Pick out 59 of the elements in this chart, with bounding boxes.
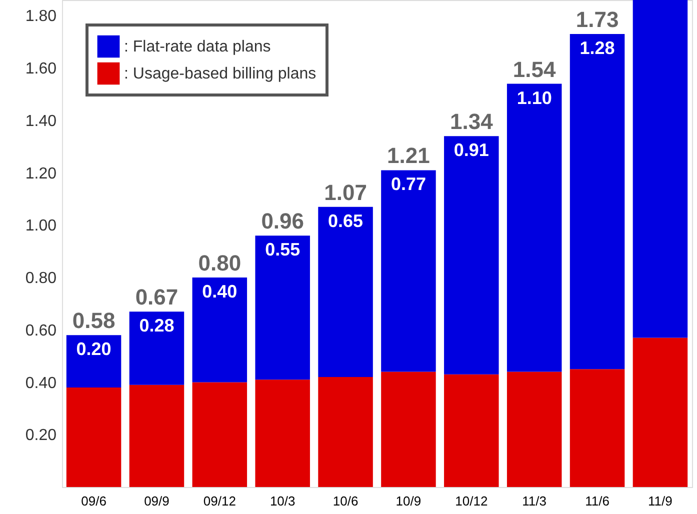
x-tick-label: 11/9 — [648, 494, 672, 508]
total-label: 1.34 — [450, 109, 494, 134]
bar — [506, 84, 562, 372]
y-tick-label: 1.40 — [25, 112, 57, 130]
bar — [66, 335, 122, 388]
bar — [570, 369, 625, 487]
y-tick-label: 1.20 — [25, 165, 57, 182]
x-tick-label: 09/12 — [203, 494, 236, 508]
y-tick-label: 0.40 — [25, 374, 57, 392]
data-label: 0.28 — [139, 316, 174, 336]
x-tick-label: 09/9 — [144, 494, 170, 508]
bar — [255, 236, 310, 380]
total-label: 1.73 — [576, 7, 619, 32]
bar — [444, 136, 499, 374]
x-tick-label: 11/3 — [522, 494, 547, 508]
bar — [129, 312, 184, 385]
bar — [318, 377, 373, 487]
bar — [506, 372, 562, 487]
bar — [255, 380, 310, 487]
data-label: 0.77 — [390, 174, 426, 194]
legend-label: : Usage-based billing plans — [124, 66, 316, 82]
bar — [192, 278, 248, 382]
y-tick-label: 1.80 — [25, 8, 57, 26]
total-label: 1.54 — [512, 56, 557, 82]
y-tick-label: 0.80 — [25, 270, 57, 288]
x-tick-label: 10/12 — [455, 494, 488, 508]
total-label: 0.96 — [261, 208, 304, 234]
legend-label: : Flat-rate data plans — [124, 38, 271, 56]
total-label: 0.67 — [135, 284, 178, 310]
bar — [129, 384, 184, 487]
x-tick-label: 10/9 — [396, 494, 422, 508]
data-label: 0.91 — [454, 140, 489, 160]
y-tick-label: 1.60 — [25, 60, 57, 78]
bar — [632, 0, 688, 338]
bar — [318, 206, 373, 378]
data-label: 0.20 — [76, 339, 112, 360]
y-tick-label: 0.60 — [25, 322, 57, 340]
x-tick-label: 09/6 — [81, 494, 106, 508]
total-label: 0.58 — [72, 308, 116, 334]
bar — [381, 170, 436, 372]
x-tick-label: 10/6 — [332, 494, 358, 508]
y-tick-label: 1.00 — [25, 218, 57, 235]
bar — [66, 388, 122, 487]
total-label: 0.80 — [198, 250, 242, 276]
bar — [192, 382, 248, 487]
bar — [632, 338, 688, 487]
bar — [570, 34, 625, 370]
data-label: 0.65 — [328, 210, 364, 231]
data-label: 1.28 — [580, 38, 615, 58]
y-tick-label: 0.20 — [25, 427, 57, 444]
total-label: 1.21 — [387, 143, 430, 168]
data-label: 0.55 — [265, 240, 300, 260]
data-label: 0.40 — [202, 282, 238, 302]
x-tick-label: 11/6 — [585, 494, 610, 508]
bar — [444, 374, 499, 487]
x-tick-label: 10/3 — [270, 494, 296, 508]
total-label: 1.07 — [324, 180, 367, 205]
bar — [381, 372, 436, 487]
data-label: 1.10 — [516, 88, 552, 108]
